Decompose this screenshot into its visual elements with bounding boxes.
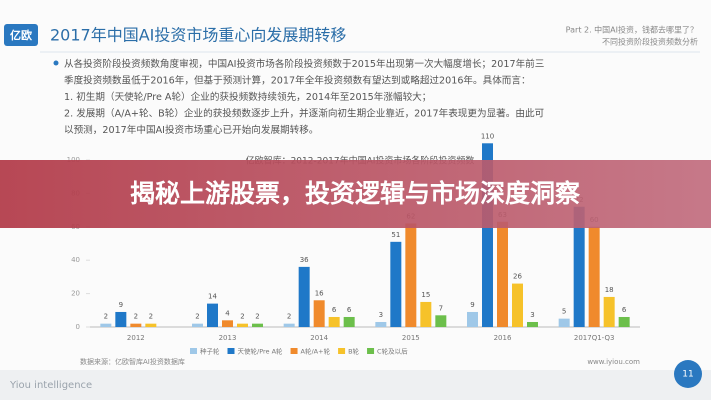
legend-label: 种子轮: [200, 347, 220, 356]
data-label: 7: [439, 304, 443, 312]
x-tick-label: 2015: [402, 334, 420, 342]
data-label: 2: [104, 313, 108, 321]
data-label: 3: [530, 311, 534, 319]
legend-label: 天使轮/Pre A轮: [238, 347, 284, 356]
logo: 亿欧: [10, 28, 32, 42]
bar: [192, 323, 203, 327]
body-line: 从各投资阶段投资频数角度审视，中国AI投资市场各阶段投资频数于2015年出现第一…: [64, 58, 544, 70]
bar: [283, 323, 295, 327]
website: www.iyiou.com: [587, 358, 640, 366]
bar: [115, 311, 127, 327]
bar: [328, 316, 340, 327]
page-badge: [674, 360, 702, 388]
data-label: 26: [513, 273, 522, 281]
legend-label: B轮: [348, 347, 359, 356]
data-label: 6: [332, 306, 337, 314]
bullet: [53, 60, 59, 66]
body-line: 1. 初生期（天使轮/Pre A轮）企业的获投频数持续领先，2014年至2015…: [64, 91, 431, 103]
bar: [588, 226, 600, 327]
bar: [603, 296, 615, 327]
bar: [573, 206, 585, 327]
data-label: 2: [195, 313, 199, 321]
data-label: 2: [255, 313, 259, 321]
legend-label: C轮及以后: [377, 347, 408, 356]
bar: [420, 301, 432, 327]
banner-text: 揭秘上游股票，投资逻辑与市场深度洞察: [130, 179, 581, 208]
bar: [482, 143, 493, 327]
bar: [252, 323, 263, 327]
subtitle: 不同投资阶段投资频数分析: [602, 37, 698, 47]
bar: [100, 323, 112, 327]
legend-swatch: [367, 348, 375, 354]
bar: [467, 311, 478, 327]
x-tick-label: 2014: [310, 334, 328, 342]
bar: [222, 320, 233, 327]
bar: [390, 241, 402, 327]
legend-swatch: [338, 348, 346, 354]
data-label: 36: [300, 256, 309, 264]
legend-swatch: [290, 348, 298, 354]
data-label: 9: [119, 301, 123, 309]
source: 数据来源：亿欧智库AI投资数据库: [80, 357, 185, 366]
bar: [343, 316, 355, 327]
data-label: 2: [149, 313, 153, 321]
y-tick-label: 40: [71, 256, 80, 264]
bar: [527, 321, 538, 327]
body-line: 以预测，2017年中国AI投资市场重心已开始向发展期转移。: [64, 124, 318, 136]
data-label: 6: [622, 306, 627, 314]
x-tick-label: 2013: [219, 334, 237, 342]
legend-swatch: [227, 348, 235, 354]
x-tick-label: 2017Q1-Q3: [574, 334, 615, 342]
slide-title: 2017年中国AI投资市场重心向发展期转移: [50, 26, 346, 45]
bar: [237, 323, 248, 327]
x-tick-label: 2016: [494, 334, 512, 342]
legend-label: A轮/A+轮: [301, 347, 331, 356]
chart: 0204060801002012292220132144222014236166…: [67, 132, 640, 356]
bar: [313, 300, 325, 327]
data-label: 4: [225, 309, 230, 317]
bar: [435, 315, 447, 327]
bar: [207, 303, 218, 327]
bar: [558, 318, 570, 327]
data-label: 9: [470, 301, 474, 309]
part: Part 2. 中国AI投资，钱都去哪里了？: [566, 25, 698, 35]
y-tick-label: 20: [71, 290, 80, 298]
body-line: 季度投资频数虽低于2016年，但基于预测计算，2017年全年投资频数有望达到或略…: [64, 75, 531, 87]
data-label: 110: [481, 132, 494, 140]
bar: [618, 316, 630, 327]
footer: [0, 370, 711, 400]
bar: [375, 321, 387, 327]
data-label: 2: [134, 313, 138, 321]
data-label: 51: [391, 231, 400, 239]
bar: [405, 223, 417, 327]
bar: [145, 323, 157, 327]
body: 从各投资阶段投资频数角度审视，中国AI投资市场各阶段投资频数于2015年出现第一…: [64, 58, 545, 136]
body-line: 2. 发展期（A/A+轮、B轮）企业的获投频数逐步上升，并逐渐向初生期企业靠近，…: [64, 108, 545, 120]
bar: [497, 221, 508, 327]
data-label: 14: [208, 293, 217, 301]
data-label: 16: [315, 289, 324, 297]
banner: [0, 160, 711, 228]
logo-box: [4, 24, 38, 46]
data-label: 6: [347, 306, 352, 314]
y-tick-label: 0: [76, 323, 80, 331]
footer-brand: Yiou intelligence: [9, 380, 92, 391]
data-label: 2: [240, 313, 244, 321]
bar: [130, 323, 142, 327]
data-label: 2: [287, 313, 291, 321]
x-tick-label: 2012: [127, 334, 145, 342]
bar: [512, 283, 523, 327]
data-label: 5: [562, 308, 566, 316]
data-label: 15: [421, 291, 430, 299]
data-label: 3: [379, 311, 383, 319]
page-number: 11: [682, 370, 693, 380]
data-label: 18: [605, 286, 614, 294]
legend-swatch: [190, 348, 197, 354]
bar: [298, 266, 310, 327]
